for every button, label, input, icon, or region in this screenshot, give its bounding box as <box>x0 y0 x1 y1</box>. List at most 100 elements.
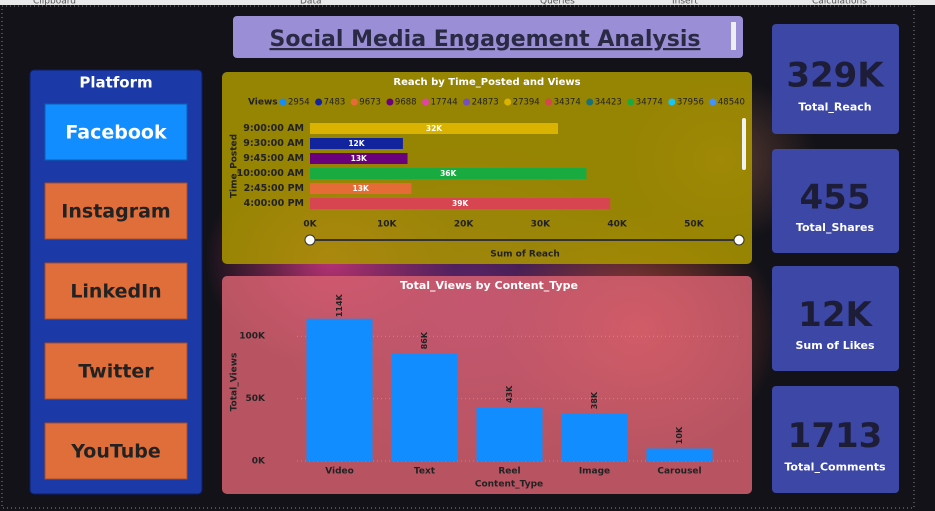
legend-marker[interactable] <box>422 98 430 106</box>
bar[interactable] <box>310 123 559 134</box>
kpi-card <box>772 24 899 134</box>
slider-handle[interactable] <box>304 234 316 246</box>
bar[interactable] <box>310 168 587 179</box>
y-tick-label: 9:45:00 AM <box>243 153 304 164</box>
slicer-button[interactable] <box>44 262 188 320</box>
y-tick-label: 9:00:00 AM <box>243 123 304 134</box>
bar[interactable] <box>391 353 458 461</box>
y-tick-label: 100K <box>239 332 266 342</box>
data-label: 32K <box>426 124 443 133</box>
kpi-card <box>772 266 899 371</box>
content: Clipboard Data Queries Insert Calculations Fa… <box>33 0 899 493</box>
legend-label[interactable]: 48540 <box>718 98 745 108</box>
slicer-title: Platform <box>79 74 152 92</box>
legend-marker[interactable] <box>545 98 553 106</box>
legend-label[interactable]: 17744 <box>431 98 458 108</box>
bar[interactable] <box>306 318 373 461</box>
ribbon-label[interactable]: Data <box>300 0 322 7</box>
kpi-label: Sum of Likes <box>795 339 874 352</box>
legend-label[interactable]: 2954 <box>288 98 310 108</box>
legend-label[interactable]: 34374 <box>554 98 581 108</box>
slicer-item[interactable]: Twitter <box>78 361 154 383</box>
x-axis-title: Content_Type <box>475 480 543 490</box>
slicer-button[interactable] <box>44 103 188 161</box>
slider-handle[interactable] <box>733 234 745 246</box>
kpi-value: 12K <box>798 295 873 335</box>
legend-label[interactable]: 24873 <box>472 98 499 108</box>
ribbon-label[interactable]: Insert <box>672 0 698 7</box>
legend-marker[interactable] <box>586 98 594 106</box>
x-axis-title: Sum of Reach <box>490 250 559 260</box>
x-tick-label: 50K <box>684 220 705 230</box>
legend-label[interactable]: 27394 <box>513 98 540 108</box>
data-label: 36K <box>440 169 457 178</box>
legend-marker[interactable] <box>386 98 394 106</box>
legend-marker[interactable] <box>279 98 287 106</box>
title-scroll <box>731 22 736 50</box>
ribbon-label[interactable]: Calculations <box>812 0 867 7</box>
legend-marker[interactable] <box>709 98 717 106</box>
bar[interactable] <box>561 413 628 461</box>
bar[interactable] <box>310 138 403 149</box>
slicer-item[interactable]: Facebook <box>65 122 167 144</box>
kpi-card <box>772 149 899 253</box>
legend-label[interactable]: 34774 <box>636 98 663 108</box>
legend-marker[interactable] <box>504 98 512 106</box>
bar[interactable] <box>476 407 543 461</box>
legend-label[interactable]: 7483 <box>324 98 346 108</box>
dashboard-title: Social Media Engagement Analysis <box>270 27 701 52</box>
kpi-value: 1713 <box>788 416 883 456</box>
legend-marker[interactable] <box>350 98 358 106</box>
y-axis-title: Time_Posted <box>230 134 240 198</box>
x-tick-label: Text <box>414 467 436 477</box>
ribbon-label[interactable]: Queries <box>540 0 575 7</box>
data-label: 38K <box>590 391 599 409</box>
legend-label[interactable]: 9688 <box>395 98 417 108</box>
legend-label[interactable]: 9673 <box>359 98 381 108</box>
data-label: 114K <box>335 293 344 317</box>
slicer-item[interactable]: YouTube <box>70 441 160 463</box>
x-tick-label: Image <box>579 467 610 477</box>
x-tick-label: 0K <box>303 220 317 230</box>
kpi-value: 455 <box>800 177 871 217</box>
x-tick-label: 10K <box>377 220 398 230</box>
y-tick-label: 4:00:00 PM <box>244 198 304 209</box>
y-tick-label: 50K <box>246 394 267 404</box>
data-label: 39K <box>452 199 469 208</box>
slicer-button[interactable] <box>44 182 188 240</box>
legend-marker[interactable] <box>627 98 635 106</box>
y-tick-label: 10:00:00 AM <box>237 168 304 179</box>
data-label: 10K <box>675 426 684 444</box>
legend-label[interactable]: 34423 <box>595 98 622 108</box>
slicer-item[interactable]: Instagram <box>61 201 170 223</box>
legend-title: Views <box>248 98 278 108</box>
kpi-label: Total_Comments <box>784 460 886 473</box>
kpi-label: Total_Reach <box>798 101 871 114</box>
canvas-border <box>1 5 915 509</box>
slicer-item[interactable]: LinkedIn <box>70 281 161 303</box>
bar[interactable] <box>646 448 713 461</box>
ribbon-label[interactable]: Clipboard <box>33 0 76 7</box>
slicer-button[interactable] <box>44 422 188 480</box>
kpi-card <box>772 386 899 493</box>
bar[interactable] <box>310 153 408 164</box>
data-label: 13K <box>353 184 370 193</box>
x-tick-label: 20K <box>454 220 475 230</box>
y-tick-label: 2:45:00 PM <box>244 183 304 194</box>
chart-title: Reach by Time_Posted and Views <box>393 77 580 88</box>
legend-marker[interactable] <box>315 98 323 106</box>
y-axis-title: Total_Views <box>230 353 240 412</box>
legend-marker[interactable] <box>668 98 676 106</box>
y-tick-label: 9:30:00 AM <box>243 138 304 149</box>
slicer-button[interactable] <box>44 342 188 400</box>
scrollbar <box>742 118 746 170</box>
legend-label[interactable]: 37956 <box>677 98 704 108</box>
x-tick-label: Video <box>325 467 354 477</box>
legend-marker[interactable] <box>463 98 471 106</box>
bar[interactable] <box>310 198 611 209</box>
data-label: 86K <box>420 331 429 349</box>
data-label: 13K <box>351 154 368 163</box>
bar[interactable] <box>310 183 412 194</box>
